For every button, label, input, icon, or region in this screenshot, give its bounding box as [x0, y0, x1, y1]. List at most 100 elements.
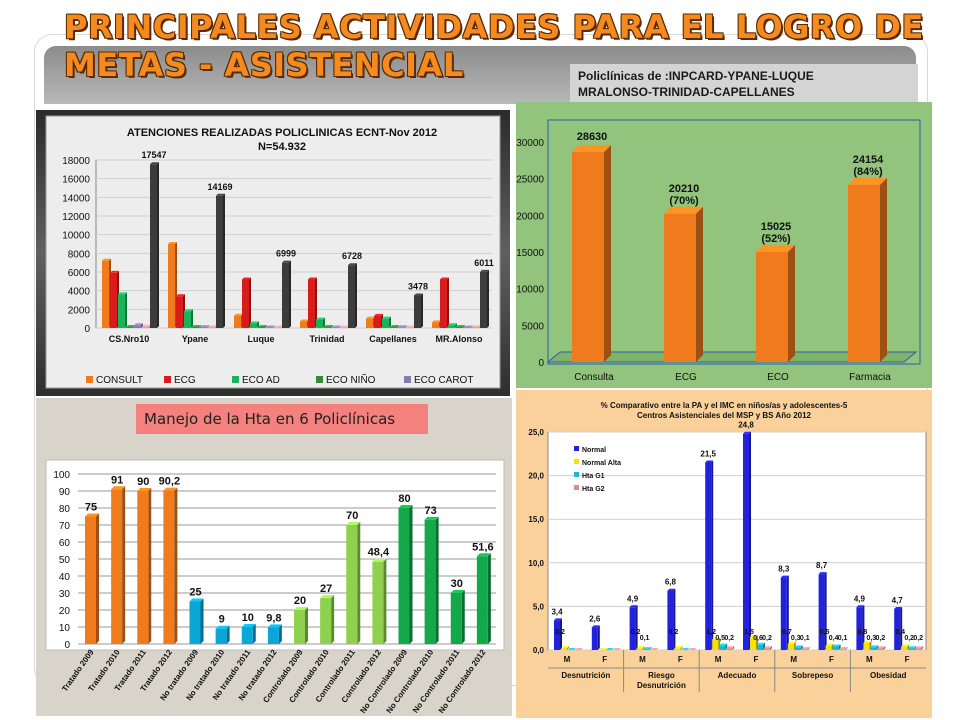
- bar-total-side: [289, 260, 291, 328]
- x-tick-label: Luque: [248, 334, 275, 344]
- bar-hta-side: [331, 595, 335, 644]
- bar-eco-ad-top: [250, 321, 259, 324]
- normal-value-label: 4,9: [627, 594, 639, 603]
- x-sub-label: F: [829, 655, 834, 664]
- bar-eco-niño: [126, 327, 133, 328]
- small-value-label: 0,1: [800, 635, 810, 642]
- bar-eco-ad: [448, 325, 455, 328]
- bar-consult-top: [366, 316, 375, 319]
- value-label-pct: (70%): [669, 195, 699, 207]
- bar-eco-carot-top: [332, 325, 341, 328]
- bar-hta-side: [200, 598, 204, 644]
- x-tick-label: ECO: [767, 372, 789, 383]
- bar-hta-g1-side: [876, 645, 879, 650]
- total-label: 14169: [207, 182, 232, 192]
- bar-hta-g2-side: [845, 647, 848, 650]
- bar-hta: [476, 556, 488, 644]
- bar-total: [414, 295, 421, 328]
- y-tick-label: 80: [59, 504, 71, 515]
- y-tick-label: 8000: [68, 249, 91, 260]
- bar-hta-g1-top: [794, 645, 803, 648]
- bar-hta: [294, 610, 305, 644]
- bar-hta: [163, 490, 175, 644]
- value-label: 70: [346, 510, 358, 522]
- total-label: 6728: [342, 251, 362, 261]
- x-tick-label: MR.Alonso: [436, 334, 483, 344]
- y-tick-label: 0: [84, 324, 90, 335]
- bar-normal: [856, 607, 863, 650]
- bar-eco-ad-side: [323, 317, 325, 328]
- bar-consult: [432, 322, 439, 328]
- bar-hta-g1-top: [681, 648, 690, 650]
- bar-total-top: [282, 260, 291, 263]
- bar-normal: [629, 607, 636, 650]
- bar-ecg-side: [696, 206, 703, 362]
- bar-total-side: [487, 269, 489, 328]
- bar-hta-side: [174, 487, 178, 644]
- bar-total-side: [223, 193, 225, 328]
- bar-hta-top: [424, 516, 439, 520]
- x-sub-label: M: [639, 655, 646, 664]
- value-label: 27: [320, 583, 332, 595]
- small-value-label: 0,2: [762, 635, 772, 642]
- value-label: 24154: [853, 154, 884, 166]
- y-tick-label: 2000: [68, 305, 91, 316]
- bar-eco-niño-side: [265, 325, 267, 328]
- bar-eco-ad-side: [455, 323, 457, 328]
- bar-ecg: [664, 213, 696, 362]
- small-value-label: 0,1: [640, 635, 650, 642]
- y-tick-label: 4000: [68, 287, 91, 298]
- bar-eco-carot: [200, 327, 207, 328]
- bar-eco-niño-top: [390, 325, 399, 328]
- bar-hta: [85, 516, 96, 644]
- bar-normal-top: [667, 588, 676, 591]
- bar-hta-g1: [794, 647, 801, 650]
- bar-normal-alta: [863, 643, 870, 650]
- bar-normal-alta-side: [680, 646, 683, 650]
- bar-hta-g2-side: [732, 646, 735, 650]
- bar-hta-g1-top: [719, 643, 728, 646]
- bar-hta-side: [435, 516, 439, 644]
- bar-ecg-top: [374, 313, 383, 316]
- x-sub-label: F: [678, 655, 683, 664]
- value-label: 20: [294, 595, 306, 607]
- small-value-label: 0,5: [715, 635, 725, 642]
- bar-normal: [743, 433, 749, 650]
- bar-consult-top: [102, 258, 111, 261]
- bar-total: [472, 327, 479, 328]
- bar-eco-carot-side: [141, 323, 143, 328]
- legend-label: CONSULT: [96, 375, 143, 386]
- legend-swatch: [316, 376, 323, 383]
- bar-hta-g2-top: [877, 646, 886, 649]
- bar-hta-g2-side: [883, 646, 886, 650]
- small-value-label: 0,3: [791, 635, 801, 642]
- y-tick-label: 16000: [62, 175, 90, 186]
- y-tick-label: 20000: [516, 211, 544, 222]
- bar-eco-carot: [398, 327, 405, 328]
- bar-consulta-side: [604, 145, 611, 362]
- bar-normal-top: [591, 625, 600, 628]
- bar-hta: [346, 525, 358, 644]
- x-sub-label: F: [753, 655, 758, 664]
- small-value-label: 1,2: [706, 629, 716, 636]
- hta-label: Manejo de la Hta en 6 Policlínicas: [136, 404, 428, 434]
- bar-total: [348, 265, 355, 328]
- bar-hta-top: [294, 607, 308, 610]
- bar-eco-carot-side: [405, 325, 407, 328]
- bar-normal-top: [894, 607, 903, 610]
- bar-hta-top: [111, 486, 126, 490]
- bar-normal-alta: [561, 648, 567, 650]
- chart-totales: 0 5000 10000 15000 20000 25000 30000 28630 Consu…: [516, 119, 921, 383]
- legend-swatch: [404, 376, 411, 383]
- legend-swatch: [574, 459, 579, 464]
- bar-hta-g1-top: [870, 645, 879, 648]
- bar-hta-g2-top: [650, 648, 659, 650]
- bar-hta-g2: [764, 648, 770, 650]
- bar-hta: [424, 519, 436, 644]
- bar-eco-ad-top: [316, 317, 325, 320]
- small-value-label: 1,5: [744, 629, 754, 636]
- legend-label: ECO AD: [242, 375, 280, 386]
- bar-normal: [667, 590, 674, 650]
- value-label: 91: [111, 474, 123, 486]
- y-tick-label: 10: [59, 623, 71, 634]
